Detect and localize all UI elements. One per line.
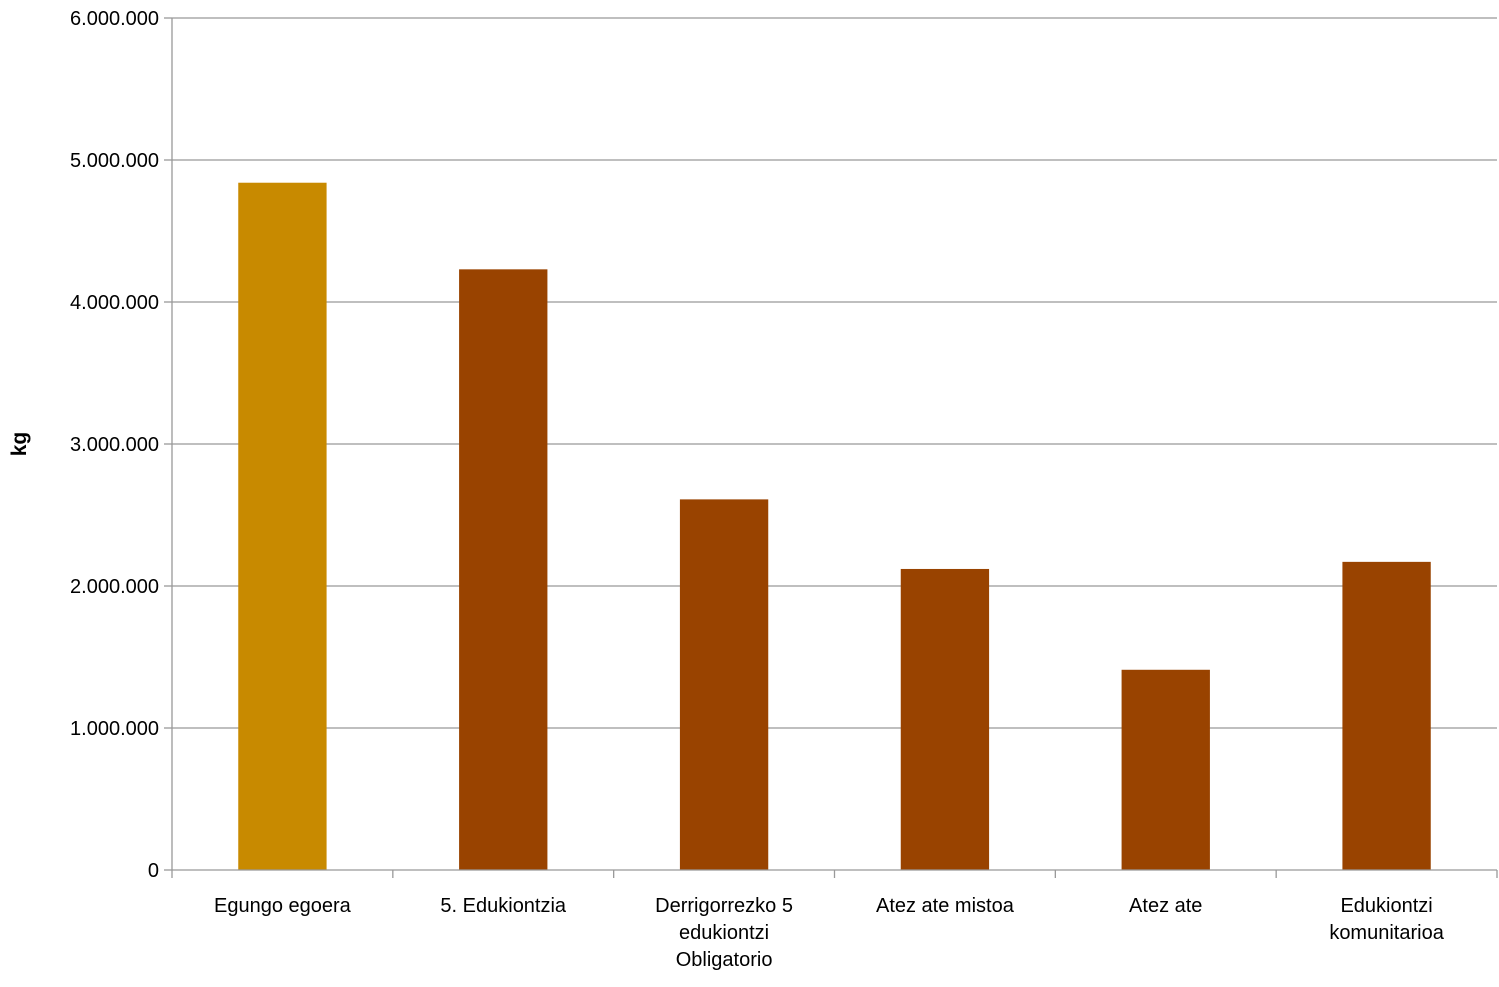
x-category-label-line: edukiontzi <box>679 922 769 944</box>
bar <box>1121 669 1210 870</box>
y-tick-label: 0 <box>148 860 159 882</box>
x-category-label-line: Obligatorio <box>676 949 773 971</box>
x-category-label-line: Derrigorrezko 5 <box>655 895 793 917</box>
x-category-label: Atez ate <box>1129 895 1202 917</box>
y-tick-label: 5.000.000 <box>70 150 159 172</box>
y-tick-label: 4.000.000 <box>70 292 159 314</box>
y-tick-labels: 0 1.000.000 2.000.000 3.000.000 4.000.000 5.0… <box>70 8 159 882</box>
bar <box>238 182 327 871</box>
x-category-label: Egungo egoera <box>214 895 352 917</box>
y-tick-label: 2.000.000 <box>70 576 159 598</box>
bars <box>238 182 1431 871</box>
x-category-label-line: Atez ate <box>1129 895 1202 917</box>
x-category-label-line: komunitarioa <box>1329 922 1444 944</box>
y-tick-label: 1.000.000 <box>70 718 159 740</box>
gridlines <box>172 17 1497 729</box>
x-category-label-line: Egungo egoera <box>214 895 352 917</box>
bar <box>1342 561 1431 870</box>
x-category-label: Derrigorrezko 5 edukiontzi Obligatorio <box>655 895 793 971</box>
x-category-label: 5. Edukiontzia <box>440 895 567 917</box>
y-tick-label: 6.000.000 <box>70 8 159 30</box>
y-tick-label: 3.000.000 <box>70 434 159 456</box>
y-axis-title: kg <box>8 432 31 457</box>
x-category-label: Atez ate mistoa <box>876 895 1015 917</box>
x-category-label-line: Edukiontzi <box>1340 895 1432 917</box>
x-category-label-line: 5. Edukiontzia <box>440 895 567 917</box>
axes <box>164 17 1498 878</box>
bar <box>679 499 769 870</box>
bar <box>459 269 548 871</box>
x-category-labels: Egungo egoera 5. Edukiontzia Derrigorrezko… <box>214 895 1445 971</box>
x-category-label: Edukiontzi komunitarioa <box>1329 895 1444 944</box>
bar <box>900 568 990 870</box>
x-category-label-line: Atez ate mistoa <box>876 895 1015 917</box>
